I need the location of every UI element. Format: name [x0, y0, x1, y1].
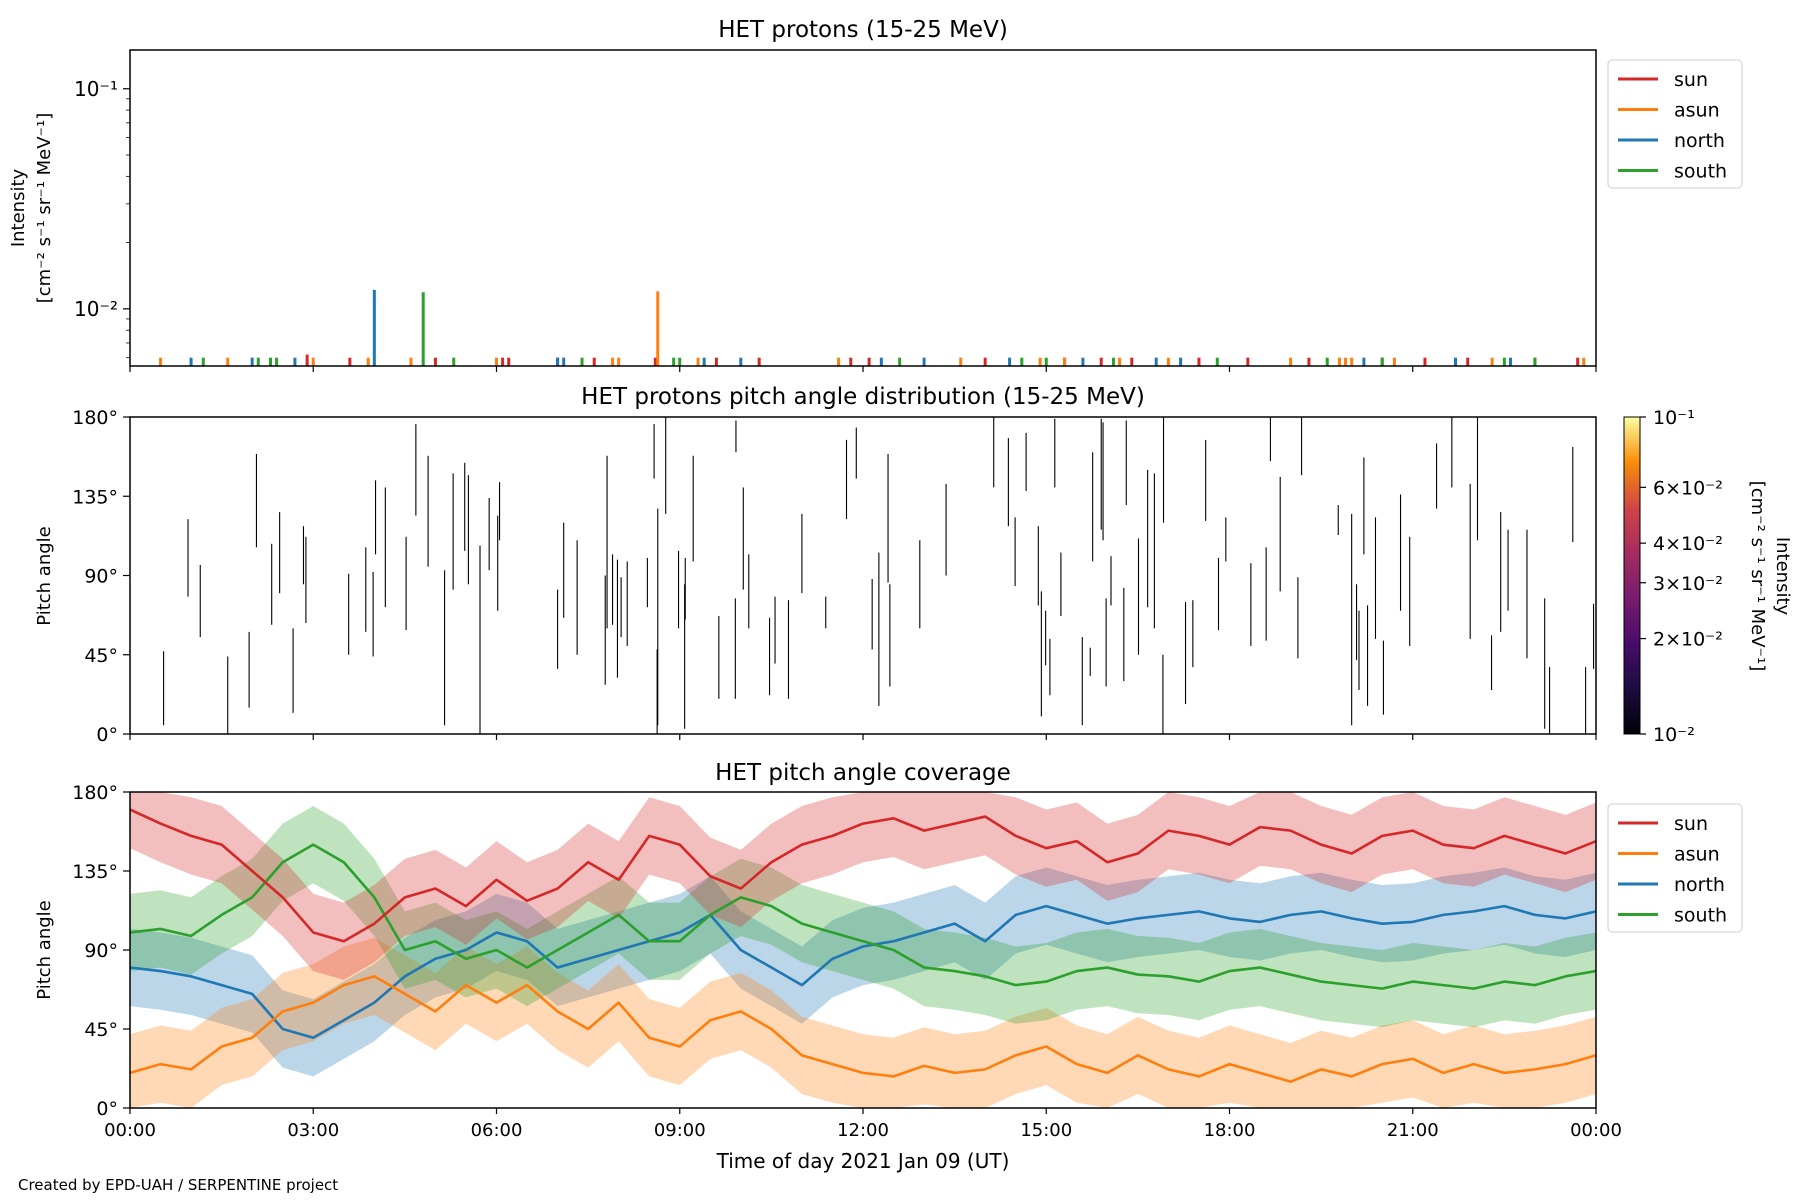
legend-label-south: south — [1674, 161, 1727, 183]
colorbar-tick-label: 10⁻² — [1653, 724, 1695, 746]
panel3-ylabel: Pitch angle — [34, 900, 55, 999]
colorbar-label-line2: [cm⁻² s⁻¹ sr⁻¹ MeV⁻¹] — [1747, 481, 1768, 672]
y-tick-label: 0° — [96, 1098, 118, 1120]
panel2-ylabel: Pitch angle — [34, 526, 55, 625]
panel1-x-ticks — [129, 366, 1597, 372]
x-tick-label: 12:00 — [837, 1120, 889, 1141]
panel2-plot — [163, 417, 1595, 734]
coverage-line-north — [130, 904, 1596, 1040]
coverage-line-asun — [130, 975, 1596, 1083]
legend-label-north: north — [1674, 874, 1725, 896]
colorbar-ticks: 10⁻¹ 6×10⁻² 4×10⁻² 3×10⁻² 2×10⁻² 10⁻² — [1640, 407, 1723, 746]
y-tick-label: 0° — [96, 724, 118, 746]
panel1-legend: sun asun north south — [1607, 59, 1743, 189]
y-tick-label: 135° — [72, 861, 118, 883]
panel3-legend: sun asun north south — [1607, 803, 1743, 933]
panel1-axes-frame — [129, 49, 1597, 367]
colorbar — [1623, 416, 1641, 735]
panel3-title: HET pitch angle coverage — [715, 760, 1011, 786]
coverage-line-south — [130, 843, 1596, 990]
panel2-x-ticks — [129, 734, 1597, 740]
x-tick-label: 00:00 — [104, 1120, 156, 1141]
coverage-band-north — [130, 867, 1596, 1077]
legend-box — [1607, 803, 1743, 933]
panel1-y-axis: 10⁻¹ 10⁻² — [74, 77, 130, 359]
x-tick-label: 00:00 — [1570, 1120, 1622, 1141]
footer-credit: Created by EPD-UAH / SERPENTINE project — [18, 1176, 339, 1194]
colorbar-tick-label: 6×10⁻² — [1653, 477, 1723, 499]
panel1-ylabel-line2: [cm⁻² s⁻¹ sr⁻¹ MeV⁻¹] — [34, 113, 55, 304]
panel3-plot — [130, 792, 1596, 1108]
y-tick-label: 90° — [84, 566, 118, 588]
coverage-band-sun — [130, 792, 1596, 980]
legend-label-asun: asun — [1674, 844, 1720, 866]
x-tick-label: 21:00 — [1387, 1120, 1439, 1141]
x-tick-label: 06:00 — [471, 1120, 523, 1141]
x-tick-label: 18:00 — [1204, 1120, 1256, 1141]
panel2-title: HET protons pitch angle distribution (15… — [581, 384, 1145, 410]
y-tick-label: 180° — [72, 782, 118, 804]
legend-label-north: north — [1674, 130, 1725, 152]
panel2-y-axis: 0° 45° 90° 135° 180° — [72, 407, 130, 746]
panel1-ylabel-line1: Intensity — [8, 168, 29, 247]
y-tick-label: 45° — [84, 645, 118, 667]
legend-label-sun: sun — [1674, 69, 1708, 91]
panel3-x-ticks: 00:00 03:00 06:00 09:00 12:00 15:00 18:00 21:00… — [104, 1108, 1622, 1141]
y-tick-label: 180° — [72, 407, 118, 429]
legend-label-asun: asun — [1674, 100, 1720, 122]
panel2-axes-frame — [129, 416, 1597, 735]
panel1-title: HET protons (15-25 MeV) — [718, 17, 1008, 43]
colorbar-tick-label: 2×10⁻² — [1653, 629, 1723, 651]
colorbar-tick-label: 3×10⁻² — [1653, 573, 1723, 595]
legend-label-sun: sun — [1674, 813, 1708, 835]
x-axis-label: Time of day 2021 Jan 09 (UT) — [716, 1149, 1010, 1173]
panel1-plot — [159, 289, 1586, 366]
x-tick-label: 03:00 — [287, 1120, 339, 1141]
y-tick-label: 10⁻¹ — [74, 77, 118, 101]
y-tick-label: 90° — [84, 940, 118, 962]
legend-box — [1607, 59, 1743, 189]
colorbar-tick-label: 4×10⁻² — [1653, 533, 1723, 555]
y-tick-label: 10⁻² — [74, 297, 118, 321]
colorbar-tick-label: 10⁻¹ — [1653, 407, 1695, 429]
x-tick-label: 09:00 — [654, 1120, 706, 1141]
panel3-y-axis: 0° 45° 90° 135° 180° — [72, 782, 130, 1120]
y-tick-label: 45° — [84, 1019, 118, 1041]
x-tick-label: 15:00 — [1020, 1120, 1072, 1141]
y-tick-label: 135° — [72, 486, 118, 508]
legend-label-south: south — [1674, 905, 1727, 927]
colorbar-label-line1: Intensity — [1772, 537, 1793, 616]
coverage-line-sun — [130, 808, 1596, 943]
